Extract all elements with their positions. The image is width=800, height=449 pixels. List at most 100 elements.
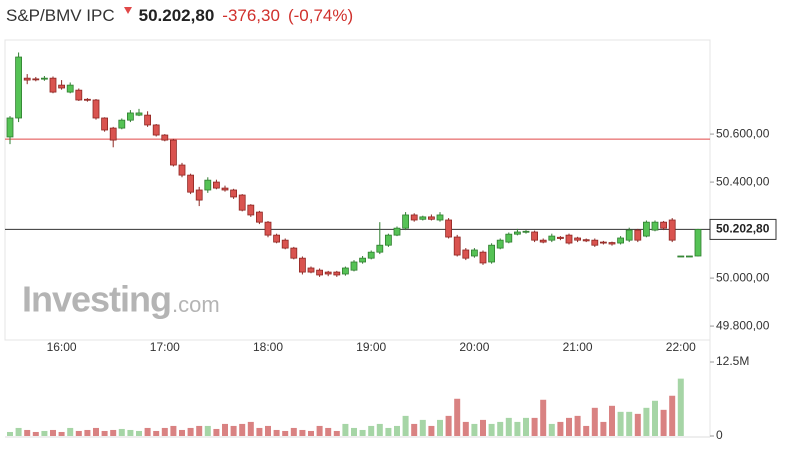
y-tick-label: 49.800,00 — [716, 318, 770, 332]
volume-bar — [591, 407, 598, 436]
volume-bar — [256, 427, 263, 436]
volume-bar — [110, 429, 117, 436]
candle-body — [462, 249, 470, 259]
candle-body — [144, 114, 152, 126]
volume-bar — [290, 427, 297, 436]
volume-bar — [316, 425, 323, 436]
volume-bar — [428, 425, 435, 436]
candle-body — [221, 187, 229, 191]
candle-body — [548, 235, 556, 241]
candle-body — [668, 219, 676, 241]
candle-body — [23, 77, 31, 81]
volume-bar — [308, 430, 314, 436]
volume-bar — [462, 421, 469, 436]
x-tick-label: 19:00 — [356, 340, 386, 354]
volume-bar — [204, 425, 211, 436]
change-percent: (-0,74%) — [287, 6, 354, 25]
candle-body — [531, 231, 538, 241]
volume-bar — [282, 430, 289, 436]
candle-body — [212, 181, 220, 189]
candle-body — [324, 271, 332, 275]
volume-bar — [480, 419, 486, 436]
volume-bar — [153, 430, 160, 436]
candle-body — [410, 214, 418, 221]
volume-bar — [67, 427, 74, 436]
volume-bar — [161, 427, 168, 436]
candle-body — [608, 242, 616, 245]
candle-body — [565, 234, 573, 244]
candle-body — [470, 249, 478, 257]
volume-bar — [626, 411, 633, 436]
volume-bar — [75, 430, 82, 436]
candle-body — [161, 134, 169, 141]
volume-bar — [32, 431, 39, 436]
volume-bar — [617, 411, 624, 436]
candle-body — [600, 241, 607, 244]
candle-body — [643, 221, 650, 237]
candle-body — [514, 231, 521, 235]
volume-bar — [548, 423, 555, 436]
volume-bar — [583, 425, 590, 436]
candle-body — [298, 257, 306, 273]
candle-body — [384, 234, 392, 246]
volume-bar — [394, 425, 400, 436]
candle-body — [436, 214, 444, 221]
volume-bar — [566, 417, 572, 436]
candle-body — [247, 204, 255, 216]
volume-bar — [540, 399, 547, 436]
volume-bar — [265, 425, 271, 436]
candle-body — [539, 239, 547, 243]
candle-body — [402, 214, 410, 229]
x-tick-label: 22:00 — [666, 340, 696, 354]
volume-bar — [600, 421, 607, 436]
candle-body — [427, 216, 435, 220]
candle-body — [393, 227, 401, 236]
volume-bar — [402, 415, 409, 436]
candle-body — [273, 234, 281, 243]
candle-body — [152, 124, 160, 136]
candle-body — [32, 78, 40, 81]
watermark: Investing — [22, 279, 171, 320]
candle-body — [651, 221, 659, 231]
candle-body — [109, 127, 117, 141]
volume-bar — [136, 430, 142, 436]
candle-body — [255, 211, 263, 223]
candle-body — [625, 229, 633, 241]
x-tick-label: 16:00 — [47, 340, 77, 354]
candle-body — [333, 271, 341, 276]
index-name: S&P/BMV IPC — [6, 6, 115, 25]
volume-bar — [454, 398, 461, 436]
candle-body — [118, 119, 126, 129]
candle-body — [557, 236, 564, 239]
candle-body — [694, 229, 702, 257]
volume-bar — [609, 405, 615, 436]
volume-bar — [50, 429, 56, 436]
volume-bar — [505, 417, 512, 436]
candle-body — [582, 239, 590, 242]
x-tick-label: 20:00 — [459, 340, 489, 354]
volume-bar — [523, 417, 529, 436]
volume-bar — [187, 427, 194, 436]
volume-bar — [15, 427, 22, 436]
volume-bar — [84, 429, 91, 436]
volume-tick-label: 12.5M — [716, 354, 749, 368]
candle-body — [84, 98, 91, 101]
y-tick-label: 50.000,00 — [716, 270, 770, 284]
volume-bar — [342, 423, 349, 436]
candle-body — [92, 99, 100, 119]
volume-bar — [488, 423, 495, 436]
volume-bar — [222, 423, 228, 436]
candle-body — [66, 84, 74, 93]
candle-body — [307, 267, 315, 273]
candle-body — [178, 164, 186, 176]
volume-bar — [437, 419, 443, 436]
candle-body — [238, 194, 246, 211]
volume-tick-label: 0 — [716, 428, 723, 442]
volume-bar — [299, 429, 306, 436]
candle-body — [453, 236, 461, 256]
volume-bar — [101, 430, 108, 436]
candle-body — [445, 219, 453, 238]
candle-body — [677, 255, 685, 258]
x-tick-label: 21:00 — [563, 340, 593, 354]
